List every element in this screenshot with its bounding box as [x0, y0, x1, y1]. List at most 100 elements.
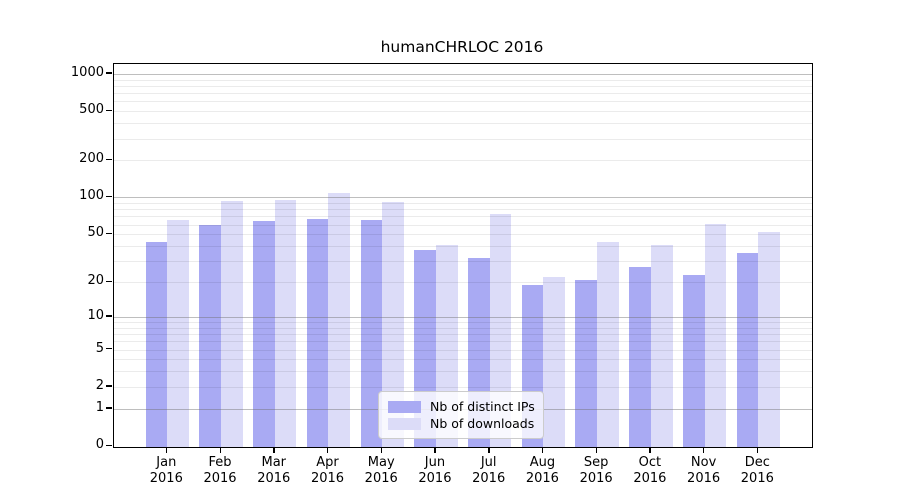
y-tick-mark [106, 444, 112, 446]
x-tick-label: Jan 2016 [149, 455, 183, 486]
y-tick-mark [106, 348, 112, 350]
x-tick-label: Dec 2016 [740, 455, 774, 486]
bar-downloads [489, 214, 512, 447]
x-tick-label: Nov 2016 [687, 455, 721, 486]
y-tick-label: 200 [79, 151, 104, 167]
x-tick-label: Oct 2016 [633, 455, 667, 486]
y-tick-label: 500 [79, 102, 104, 118]
minor-gridline [114, 322, 812, 323]
minor-gridline [114, 234, 812, 236]
y-tick-label: 50 [87, 225, 104, 241]
x-tick-mark [380, 448, 383, 453]
minor-gridline [114, 93, 812, 95]
bar-distinct-ips [575, 279, 598, 447]
y-tick-label: 1 [95, 399, 104, 415]
x-tick-mark [434, 448, 436, 453]
minor-gridline [114, 209, 812, 211]
bar-distinct-ips [736, 253, 759, 447]
minor-gridline [114, 341, 812, 343]
legend-row: Nb of distinct IPs [388, 398, 535, 415]
x-tick-label: Jul 2016 [472, 455, 506, 486]
minor-gridline [114, 203, 812, 205]
y-tick-label: 0 [95, 437, 104, 452]
x-tick-mark [541, 448, 544, 453]
y-tick-label: 20 [87, 273, 104, 289]
y-tick-label: 1000 [70, 64, 104, 80]
y-tick-mark [106, 195, 112, 198]
bar-downloads [704, 223, 727, 447]
bar-distinct-ips [306, 218, 329, 447]
y-tick-label: 2 [95, 377, 104, 393]
bar-downloads [167, 219, 189, 447]
minor-gridline [114, 111, 812, 113]
minor-gridline [114, 359, 812, 361]
x-tick-mark [595, 448, 598, 453]
legend-swatch-downloads [388, 417, 421, 430]
y-tick-mark [106, 232, 112, 235]
bar-distinct-ips [629, 266, 651, 447]
y-tick-mark [106, 407, 112, 409]
y-tick-mark [106, 72, 112, 74]
legend-label: Nb of downloads [430, 416, 535, 431]
x-tick-label: Feb 2016 [203, 455, 237, 486]
x-tick-mark [703, 448, 705, 453]
minor-gridline [114, 334, 812, 336]
x-tick-label: Jun 2016 [418, 455, 452, 486]
minor-gridline [114, 386, 812, 388]
bar-downloads [650, 244, 673, 447]
bar-downloads [597, 242, 619, 447]
x-tick-mark [488, 448, 490, 453]
x-tick-label: Apr 2016 [310, 455, 345, 486]
x-tick-label: Aug 2016 [525, 455, 559, 486]
y-tick-mark [106, 385, 112, 387]
y-tick-mark [106, 315, 112, 317]
plot-area: Nb of distinct IPs Nb of downloads [113, 63, 813, 448]
bar-distinct-ips [253, 221, 275, 447]
minor-gridline [114, 349, 812, 351]
bar-distinct-ips [360, 219, 383, 447]
major-gridline [114, 73, 812, 75]
major-gridline [114, 197, 812, 199]
x-tick-label: May 2016 [364, 455, 398, 486]
minor-gridline [114, 224, 812, 226]
bar-downloads [328, 193, 351, 447]
y-tick-label: 10 [87, 307, 104, 323]
minor-gridline [114, 101, 812, 103]
x-tick-mark [326, 448, 329, 453]
y-tick-label: 5 [95, 340, 104, 356]
bar-downloads [543, 277, 566, 447]
x-tick-mark [219, 448, 221, 453]
minor-gridline [114, 246, 812, 247]
bar-downloads [274, 200, 297, 447]
x-tick-label: Mar 2016 [257, 455, 291, 486]
x-tick-mark [273, 448, 275, 453]
minor-gridline [114, 79, 812, 81]
minor-gridline [114, 138, 812, 140]
y-tick-mark [106, 109, 112, 112]
minor-gridline [114, 216, 812, 218]
bar-downloads [758, 232, 781, 447]
minor-gridline [114, 371, 812, 373]
y-tick-label: 100 [79, 188, 104, 204]
y-tick-mark [106, 280, 112, 282]
bar-distinct-ips [145, 242, 168, 447]
chart-title: humanCHRLOC 2016 [380, 38, 544, 56]
minor-gridline [114, 160, 812, 162]
minor-gridline [114, 261, 812, 263]
legend-swatch-distinct-ips [388, 400, 421, 413]
bar-distinct-ips [199, 224, 222, 447]
bar-downloads [382, 202, 404, 447]
minor-gridline [114, 85, 812, 87]
x-tick-label: Sep 2016 [579, 455, 613, 486]
legend-row: Nb of downloads [388, 415, 534, 432]
x-tick-mark [649, 448, 651, 453]
x-tick-mark [756, 448, 759, 453]
minor-gridline [114, 282, 812, 284]
legend-label: Nb of distinct IPs [430, 399, 535, 414]
legend: Nb of distinct IPs Nb of downloads [378, 391, 544, 439]
minor-gridline [114, 123, 812, 125]
bar-downloads [221, 201, 243, 447]
major-gridline [114, 316, 812, 318]
bar-distinct-ips [682, 274, 705, 447]
